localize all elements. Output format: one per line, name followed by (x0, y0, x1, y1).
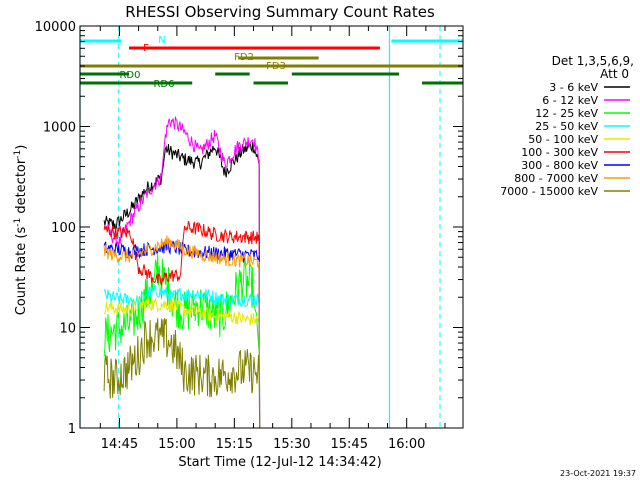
plot-area: NF FD2 FD3 RD0 RD6 (79, 26, 463, 429)
series-line-8 (103, 235, 261, 429)
x-tick-label: 14:45 (101, 437, 138, 452)
axis-ticks: 1 10 100 1000 10000 14:45 15:00 15:15 15:30 15:45… (35, 20, 463, 452)
legend-item-label-8: 800 - 7000 keV (514, 172, 598, 185)
legend-item-label-2: 6 - 12 keV (542, 94, 598, 107)
legend-item-label-7: 300 - 800 keV (521, 159, 598, 172)
flag-label-n: N (158, 35, 165, 46)
legend-title: Det 1,3,5,6,9, (552, 54, 634, 68)
flag-label-fd3: FD3 (266, 61, 286, 72)
y-tick-label: 10000 (35, 20, 76, 35)
y-tick-label: 100 (51, 221, 76, 236)
x-tick-label: 15:00 (158, 437, 195, 452)
y-axis-label: Count Rate (s-1 detector-1) (13, 145, 29, 316)
legend-item-label-1: 3 - 6 keV (549, 81, 598, 94)
x-tick-label: 15:45 (331, 437, 368, 452)
series-line-7 (103, 240, 261, 429)
flag-label-rd6: RD6 (153, 79, 174, 90)
x-tick-label: 15:15 (216, 437, 253, 452)
y-tick-label: 10 (59, 322, 76, 337)
y-tick-label: 1 (68, 422, 76, 437)
legend-item-label-4: 25 - 50 keV (535, 120, 598, 133)
series-line-5 (103, 296, 261, 429)
x-tick-label: 16:00 (388, 437, 425, 452)
legend-item-label-9: 7000 - 15000 keV (500, 185, 598, 198)
legend-item-label-3: 12 - 25 keV (535, 107, 598, 120)
series-line-9 (103, 318, 261, 429)
flag-label-fd2: FD2 (234, 52, 254, 63)
series-line-6 (103, 220, 261, 429)
x-tick-label: 15:30 (273, 437, 310, 452)
chart-title: RHESSI Observing Summary Count Rates (125, 3, 435, 21)
x-axis-label: Start Time (12-Jul-12 14:34:42) (178, 455, 381, 470)
legend-item-label-6: 100 - 300 keV (521, 146, 598, 159)
series-line-1 (103, 141, 261, 429)
series-line-4 (103, 283, 261, 429)
legend-item-label-5: 50 - 100 keV (528, 133, 598, 146)
flag-label-rd0: RD0 (119, 70, 140, 81)
footer-timestamp: 23-Oct-2021 19:37 (560, 469, 636, 478)
series-line-3 (103, 254, 261, 429)
legend-subtitle: Att 0 (600, 67, 629, 81)
series-line-2 (104, 116, 261, 429)
y-tick-label: 1000 (43, 121, 76, 136)
flag-label-f: F (143, 43, 149, 54)
